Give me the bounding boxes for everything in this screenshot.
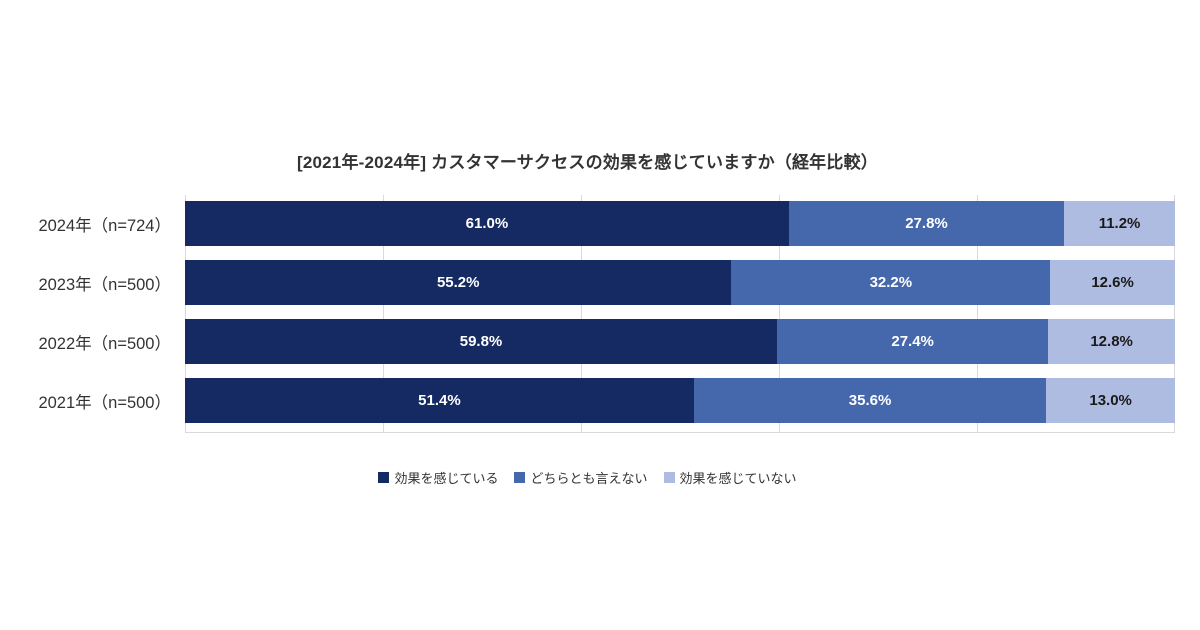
bar-segment: 27.8% (788, 201, 1065, 246)
bar-track: 55.2% 32.2% 12.6% (185, 260, 1175, 305)
bar-track: 61.0% 27.8% 11.2% (185, 201, 1175, 246)
legend-item: 効果を感じていない (663, 468, 797, 487)
legend-swatch-icon (514, 472, 526, 483)
chart-row: 2021年（n=500） 51.4% 35.6% 13.0% (0, 378, 1175, 423)
bar-segment: 32.2% (731, 260, 1051, 305)
category-label: 2023年（n=500） (38, 275, 171, 294)
bar-segment: 61.0% (185, 201, 789, 246)
legend-label: 効果を感じていない (679, 471, 797, 486)
segment-value-label: 51.4% (418, 392, 461, 409)
legend-label: どちらとも言えない (530, 471, 648, 486)
bar-segment: 13.0% (1046, 378, 1175, 423)
segment-value-label: 32.2% (869, 274, 913, 291)
bar-segment: 51.4% (185, 378, 694, 423)
category-label: 2021年（n=500） (38, 393, 171, 412)
bar-segment: 55.2% (185, 260, 732, 305)
legend-swatch-icon (663, 472, 675, 483)
chart-row: 2022年（n=500） 59.8% 27.4% 12.8% (0, 319, 1175, 364)
segment-value-label: 61.0% (465, 215, 509, 232)
legend-label: 効果を感じている (394, 471, 499, 486)
legend-item: 効果を感じている (378, 468, 498, 487)
bar-segment: 27.4% (777, 319, 1049, 364)
category-label: 2024年（n=724） (38, 216, 171, 235)
bar-segment: 12.8% (1048, 319, 1175, 364)
chart-title: [2021年-2024年] カスタマーサクセスの効果を感じていますか（経年比較） (296, 153, 878, 172)
segment-value-label: 35.6% (848, 392, 892, 409)
chart-row: 2024年（n=724） 61.0% 27.8% 11.2% (0, 201, 1175, 246)
gridline (383, 195, 384, 432)
chart-legend: 効果を感じている どちらとも言えない 効果を感じていない (0, 468, 1175, 487)
bar-segment: 12.6% (1050, 260, 1175, 305)
segment-value-label: 12.8% (1090, 333, 1133, 350)
segment-value-label: 13.0% (1089, 392, 1132, 409)
bar-track: 51.4% 35.6% 13.0% (185, 378, 1175, 423)
gridline (977, 195, 978, 432)
segment-value-label: 27.8% (905, 215, 948, 232)
bar-segment: 35.6% (693, 378, 1047, 423)
segment-value-label: 59.8% (459, 333, 503, 350)
gridline (185, 195, 186, 432)
legend-item: どちらとも言えない (514, 468, 648, 487)
bar-segment: 59.8% (185, 319, 778, 364)
segment-value-label: 12.6% (1091, 274, 1134, 291)
legend-swatch-icon (378, 472, 390, 483)
bar-track: 59.8% 27.4% 12.8% (185, 319, 1175, 364)
segment-value-label: 55.2% (436, 274, 480, 291)
gridlines (185, 195, 1175, 433)
gridline (1174, 195, 1175, 432)
gridline (581, 195, 582, 432)
chart-rows: 2024年（n=724） 61.0% 27.8% 11.2% 2023年（n=500） 5… (0, 195, 1175, 437)
segment-value-label: 27.4% (891, 333, 934, 350)
bar-segment: 11.2% (1064, 201, 1175, 246)
gridline (779, 195, 780, 432)
chart-row: 2023年（n=500） 55.2% 32.2% 12.6% (0, 260, 1175, 305)
segment-value-label: 11.2% (1098, 215, 1141, 232)
category-label: 2022年（n=500） (38, 334, 171, 353)
